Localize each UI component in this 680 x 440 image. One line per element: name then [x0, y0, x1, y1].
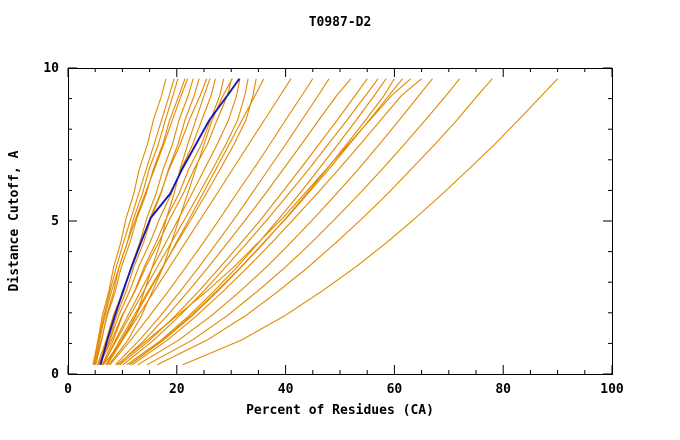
- model-curve: [94, 78, 186, 365]
- model-curve: [131, 78, 422, 366]
- x-tick-label: 20: [169, 382, 185, 397]
- model-curve: [182, 78, 559, 366]
- model-curve: [122, 78, 379, 366]
- model-curve: [92, 78, 167, 365]
- x-axis-label: Percent of Residues (CA): [246, 403, 434, 418]
- model-curve: [117, 78, 352, 366]
- model-curve: [99, 78, 233, 366]
- model-curve: [119, 78, 368, 366]
- y-tick-label: 5: [51, 214, 59, 229]
- chart-title: T0987-D2: [309, 15, 372, 30]
- model-curve: [95, 78, 179, 365]
- x-tick-label: 80: [495, 382, 511, 397]
- x-tick-label: 60: [387, 382, 403, 397]
- model-curve: [94, 78, 189, 365]
- y-tick-label: 10: [43, 61, 59, 76]
- model-curve: [105, 78, 257, 366]
- model-curve: [126, 78, 387, 366]
- model-curve: [108, 78, 233, 366]
- highlighted-model-curve: [99, 78, 241, 366]
- model-curve: [102, 78, 211, 366]
- x-tick-label: 0: [64, 382, 72, 397]
- model-curve: [146, 78, 461, 366]
- model-curve: [102, 78, 249, 366]
- x-tick-label: 100: [600, 382, 624, 397]
- model-curve: [99, 78, 216, 366]
- model-curve: [114, 78, 330, 366]
- x-tick-label: 40: [278, 382, 294, 397]
- model-curve: [137, 78, 433, 366]
- model-curve: [106, 78, 292, 366]
- model-curve: [156, 78, 493, 366]
- model-curve: [93, 78, 175, 365]
- y-tick-label: 0: [51, 367, 59, 382]
- model-curve: [109, 78, 314, 366]
- model-curve: [116, 78, 412, 366]
- model-curve: [101, 78, 225, 366]
- y-axis-label: Distance Cutoff, A: [7, 150, 22, 291]
